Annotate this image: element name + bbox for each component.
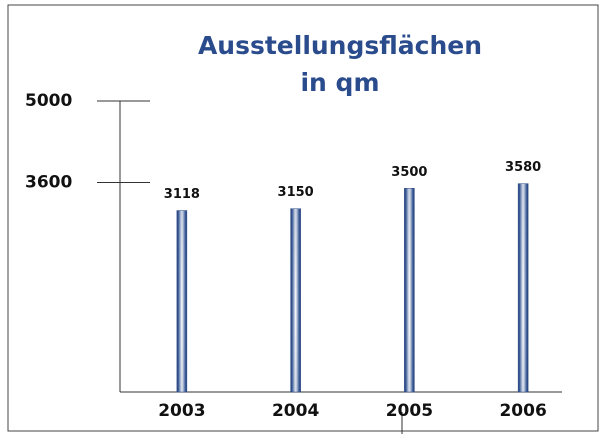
data-label: 3580 [505, 160, 541, 175]
x-tick-label: 2005 [386, 401, 433, 421]
x-tick-label: 2004 [272, 401, 319, 421]
data-label: 3500 [391, 165, 427, 180]
y-tick-label: 3600 [25, 172, 72, 192]
y-tick-label: 5000 [25, 91, 72, 111]
data-label: 3118 [164, 187, 200, 202]
frame [7, 4, 599, 432]
bar [404, 188, 415, 393]
chart-title: Ausstellungsflächen [198, 31, 482, 60]
data-label: 3150 [278, 185, 314, 200]
bar [517, 183, 529, 393]
chart-title: in qm [300, 68, 379, 97]
bar [290, 208, 301, 393]
bar [176, 210, 188, 393]
x-tick-label: 2006 [499, 401, 546, 421]
x-tick-label: 2003 [158, 401, 205, 421]
